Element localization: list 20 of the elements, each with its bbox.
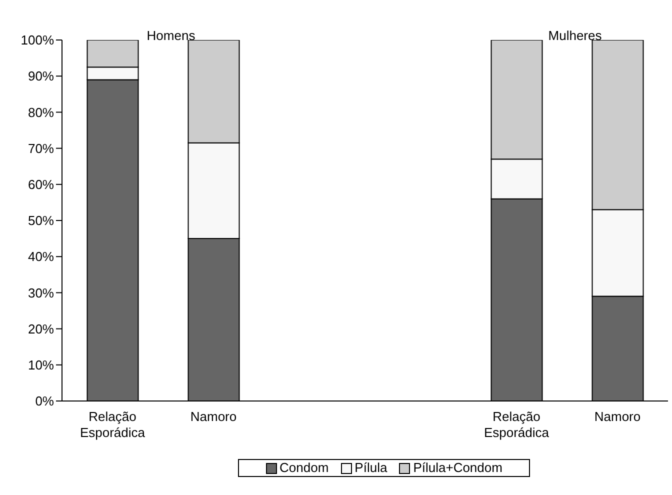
x-tick-label: Relação Esporádica: [80, 409, 146, 440]
y-tick-label: 20%: [28, 321, 54, 336]
y-tick-label: 30%: [28, 285, 54, 300]
y-tick-label: 90%: [28, 68, 54, 84]
x-tick-label: Namoro: [594, 409, 641, 424]
y-tick-label: 60%: [28, 177, 54, 192]
legend-label: Pílula: [354, 460, 388, 475]
x-tick-label: Relação Esporádica: [484, 409, 550, 440]
x-tick-label: Namoro: [190, 409, 237, 424]
y-tick-label: 40%: [28, 249, 54, 264]
y-tick-label: 50%: [28, 213, 54, 228]
annotation: Homens: [146, 28, 196, 43]
legend-label: Condom: [280, 460, 329, 475]
y-tick-label: 0%: [35, 394, 54, 409]
annotation: Mulheres: [548, 28, 602, 43]
y-tick-label: 100%: [20, 32, 54, 48]
y-tick-label: 10%: [28, 358, 54, 373]
legend-label: Pílula+Condom: [413, 460, 502, 475]
y-tick-label: 80%: [28, 104, 54, 120]
y-tick-label: 70%: [28, 140, 54, 156]
